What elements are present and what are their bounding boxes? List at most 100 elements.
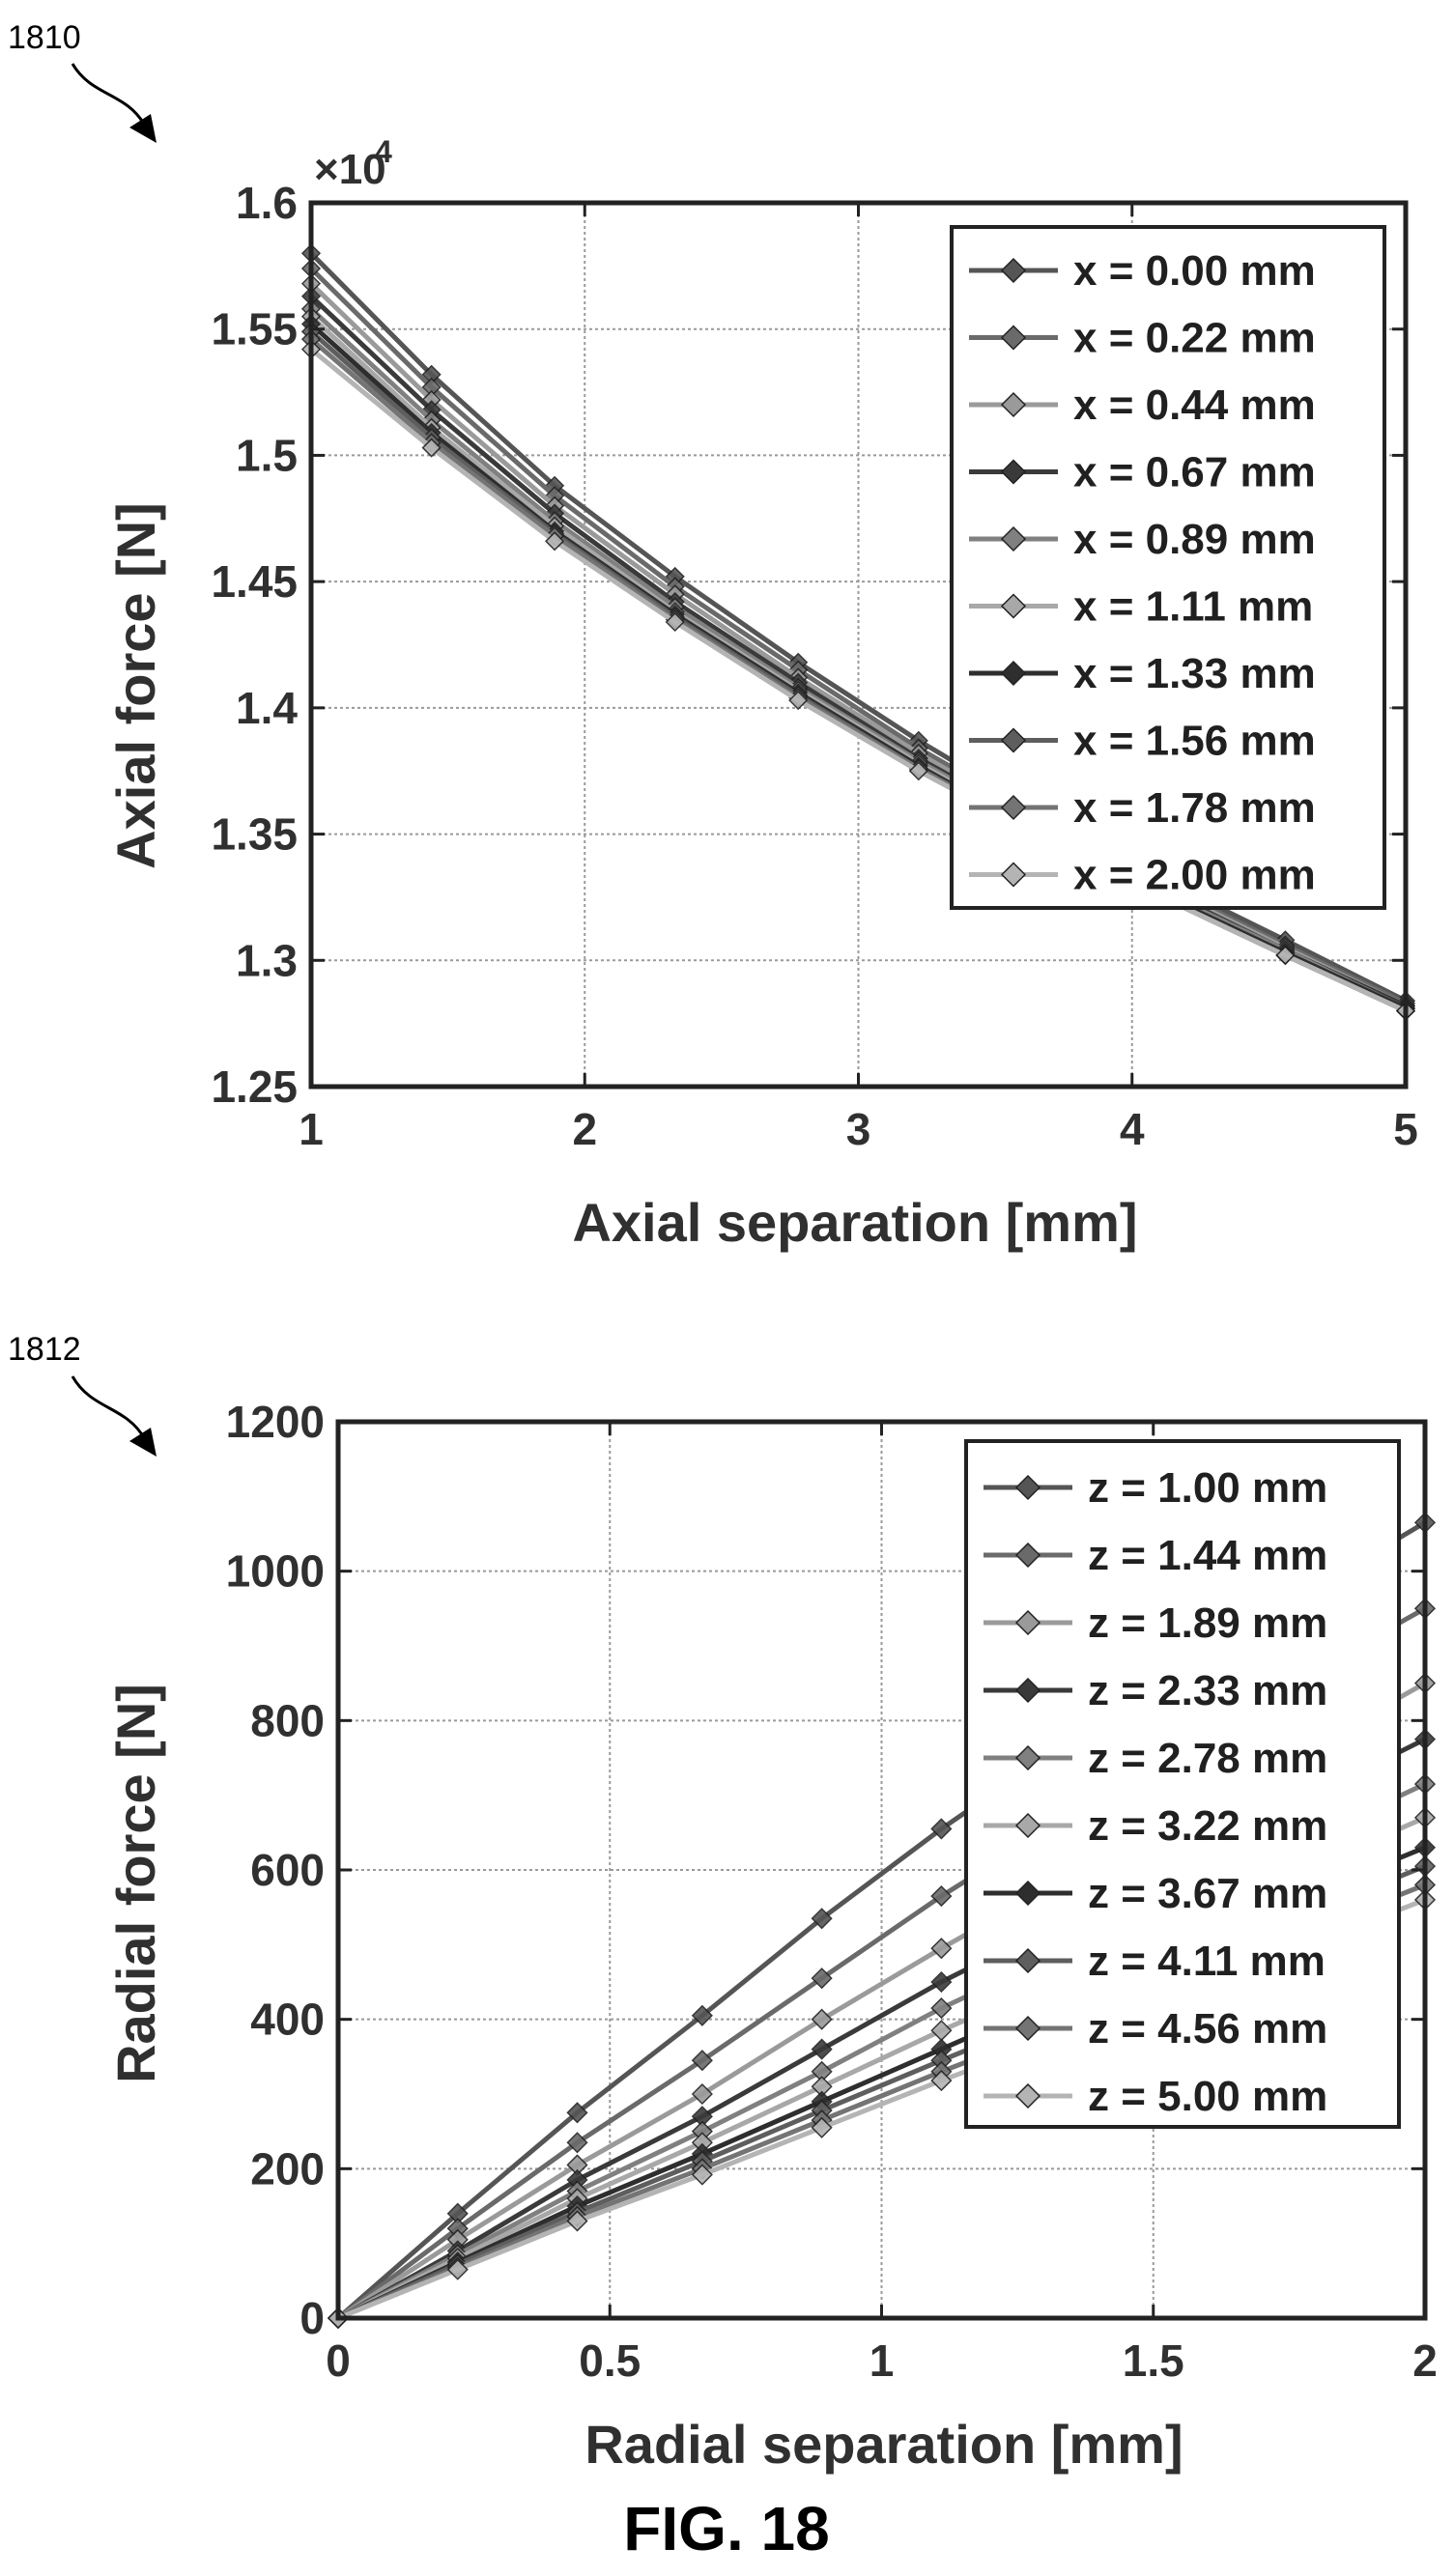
y-tick-label: 1200: [226, 1397, 325, 1447]
legend-label: x = 1.78 mm: [1073, 784, 1316, 832]
y-tick-label: 1.3: [236, 935, 298, 985]
y-multiplier-exponent: 4: [375, 134, 392, 169]
x-tick-label: 4: [1120, 1104, 1145, 1154]
y-tick-label: 1.45: [211, 556, 298, 607]
data-point: [811, 2038, 833, 2060]
y-tick-label: 1000: [226, 1546, 325, 1597]
ref-arrowhead-bottom: [129, 1428, 157, 1457]
legend-box: [950, 225, 1386, 910]
data-point: [930, 1938, 953, 1960]
y-multiplier: ×10: [314, 146, 386, 193]
legend-marker: [1000, 325, 1027, 351]
x-axis-label: Radial separation [mm]: [584, 2414, 1183, 2475]
y-tick-label: 600: [250, 1845, 325, 1895]
x-tick-label: 0.5: [579, 2335, 641, 2386]
legend-label: z = 2.78 mm: [1088, 1735, 1327, 1782]
legend-label: z = 5.00 mm: [1088, 2073, 1327, 2120]
legend-marker: [1014, 2082, 1041, 2109]
data-point: [566, 2210, 588, 2232]
data-point: [811, 2008, 833, 2030]
data-point: [691, 2004, 713, 2026]
legend-label: x = 0.67 mm: [1073, 449, 1316, 496]
legend-marker: [1000, 459, 1027, 485]
legend-marker: [1000, 862, 1027, 888]
radial-force-chart: Radial force [N] Radial separation [mm] …: [105, 1397, 1438, 2475]
data-point: [930, 1970, 953, 1994]
figure-label: FIG. 18: [623, 2494, 829, 2563]
legend-label: x = 2.00 mm: [1073, 852, 1316, 899]
data-point: [691, 2164, 713, 2186]
x-tick-label: 5: [1393, 1104, 1418, 1154]
legend-label: z = 2.33 mm: [1088, 1667, 1327, 1714]
legend-marker: [1000, 391, 1027, 418]
legend-marker: [1014, 1677, 1041, 1704]
y-tick-label: 0: [299, 2293, 325, 2343]
data-point: [811, 2116, 833, 2138]
legend-label: x = 0.89 mm: [1073, 516, 1316, 563]
legend-label: x = 0.00 mm: [1073, 247, 1316, 295]
data-point: [545, 531, 565, 552]
legend-marker: [1014, 2015, 1041, 2042]
data-point: [665, 611, 685, 633]
legend-marker: [1000, 794, 1027, 821]
legend-marker: [1014, 1474, 1041, 1501]
data-point: [421, 438, 442, 458]
data-point: [908, 761, 928, 781]
legend-label: x = 0.44 mm: [1073, 382, 1316, 429]
y-tick-label: 1.6: [236, 178, 298, 228]
x-tick-label: 1: [299, 1104, 324, 1154]
data-point: [788, 690, 809, 711]
legend-label: x = 1.56 mm: [1073, 718, 1316, 765]
data-point: [811, 2076, 833, 2098]
legend-label: z = 1.00 mm: [1088, 1464, 1327, 1512]
legend-marker: [1014, 1880, 1041, 1907]
y-tick-label: 1.55: [211, 304, 298, 354]
legend-marker: [1000, 593, 1027, 619]
legend-marker: [1000, 525, 1027, 552]
y-tick-label: 200: [250, 2143, 325, 2194]
legend-label: x = 1.11 mm: [1073, 583, 1313, 631]
legend-marker: [1000, 660, 1027, 687]
legend-label: z = 3.22 mm: [1088, 1802, 1327, 1850]
y-tick-label: 1.25: [211, 1062, 298, 1112]
data-point: [811, 1908, 833, 1930]
y-tick-label: 800: [250, 1695, 325, 1745]
data-point: [930, 1997, 953, 2020]
data-point: [446, 2202, 469, 2224]
data-point: [930, 1818, 953, 1840]
data-point: [930, 2070, 953, 2092]
legend-marker: [1014, 1744, 1041, 1771]
data-point: [811, 1967, 833, 1990]
legend-marker: [1000, 257, 1027, 284]
x-tick-label: 2: [1412, 2335, 1438, 2386]
legend-label: z = 1.44 mm: [1088, 1532, 1327, 1579]
y-tick-label: 1.4: [236, 683, 298, 733]
data-point: [446, 2258, 469, 2280]
y-tick-label: 1.5: [236, 430, 298, 480]
legend-label: x = 0.22 mm: [1073, 315, 1316, 362]
data-point: [691, 2106, 713, 2128]
x-tick-label: 3: [846, 1104, 871, 1154]
data-point: [930, 1885, 953, 1908]
data-point: [811, 2060, 833, 2082]
x-tick-label: 1.5: [1123, 2335, 1184, 2386]
data-point: [421, 377, 442, 397]
legend-label: x = 1.33 mm: [1073, 650, 1316, 697]
axial-force-chart: ×10 4 Axial force [N] Axial separation […: [105, 134, 1418, 1253]
legend-label: z = 4.11 mm: [1088, 1938, 1326, 1985]
legend-marker: [1014, 1812, 1041, 1839]
data-point: [691, 2082, 713, 2106]
legend-marker: [1014, 1609, 1041, 1636]
data-point: [566, 2154, 588, 2176]
y-axis-label: Axial force [N]: [105, 502, 166, 869]
ref-arrow-top: [71, 63, 147, 127]
y-tick-label: 400: [250, 1995, 325, 2045]
x-tick-label: 2: [572, 1104, 597, 1154]
data-point: [566, 2132, 588, 2154]
legend-marker: [1014, 1542, 1041, 1569]
x-tick-label: 1: [870, 2335, 895, 2386]
x-axis-label: Axial separation [mm]: [572, 1192, 1137, 1253]
data-point: [691, 2050, 713, 2072]
data-point: [930, 2020, 953, 2042]
